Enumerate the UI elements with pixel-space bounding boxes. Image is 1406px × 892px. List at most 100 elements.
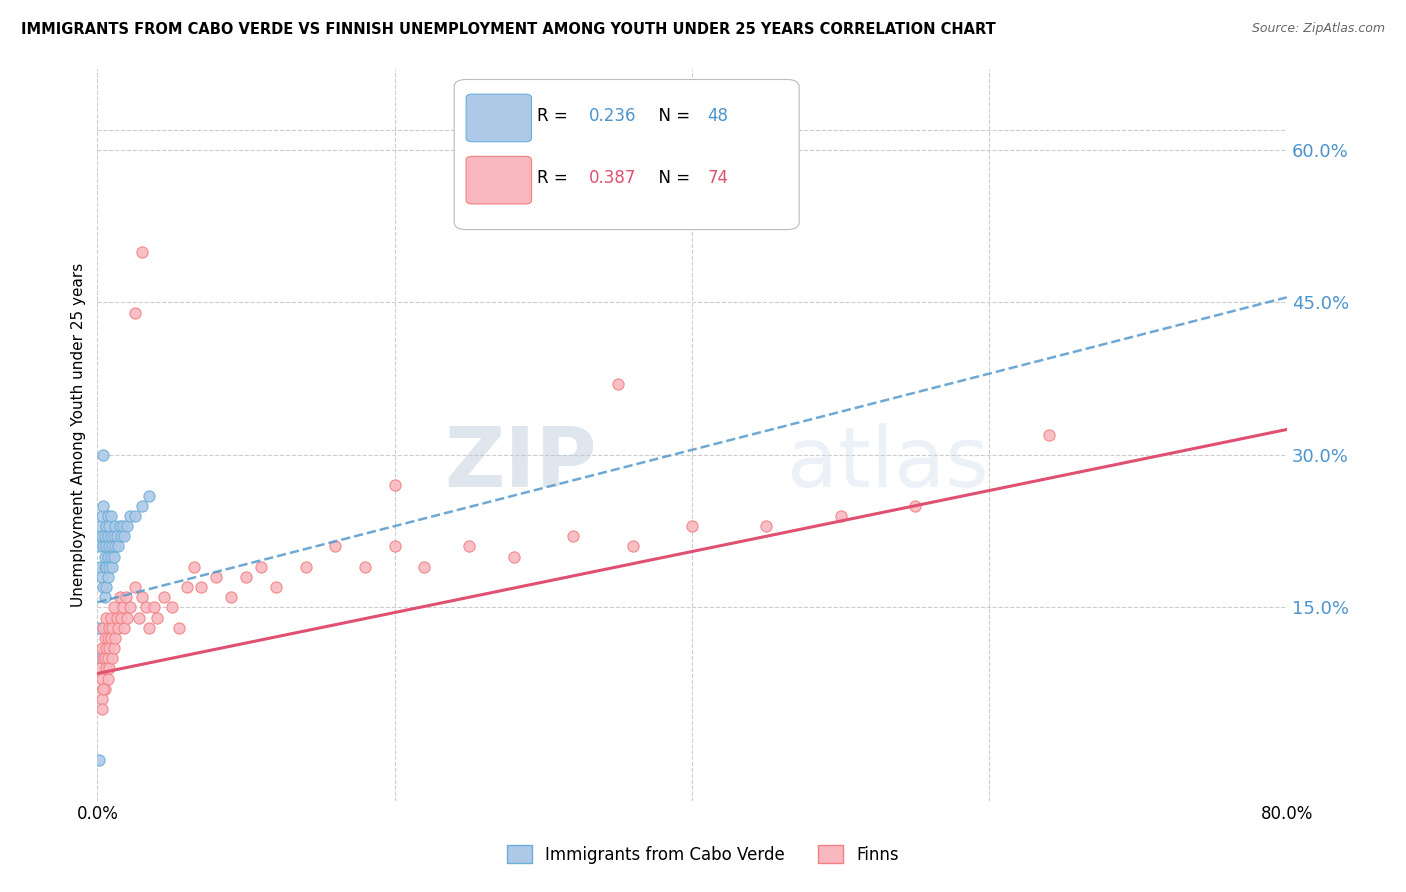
Point bbox=[502, 549, 524, 564]
Text: R =: R = bbox=[537, 107, 574, 125]
Point bbox=[91, 540, 114, 554]
Point bbox=[104, 519, 127, 533]
Point bbox=[97, 672, 120, 686]
Point bbox=[190, 580, 212, 594]
Point bbox=[98, 621, 121, 635]
Y-axis label: Unemployment Among Youth under 25 years: Unemployment Among Youth under 25 years bbox=[72, 262, 86, 607]
Point bbox=[606, 376, 628, 391]
Point bbox=[101, 559, 124, 574]
Point bbox=[100, 610, 122, 624]
Point bbox=[107, 540, 129, 554]
Point bbox=[94, 681, 117, 696]
Point bbox=[250, 559, 273, 574]
Point bbox=[384, 540, 406, 554]
Point bbox=[1038, 427, 1060, 442]
Point bbox=[94, 591, 117, 605]
Point bbox=[205, 570, 228, 584]
Point bbox=[124, 305, 146, 319]
Point bbox=[91, 681, 114, 696]
Point bbox=[621, 540, 644, 554]
Text: N =: N = bbox=[648, 169, 696, 187]
Point bbox=[107, 621, 129, 635]
Point bbox=[131, 244, 153, 259]
Point bbox=[100, 508, 122, 523]
Point bbox=[120, 600, 142, 615]
Point bbox=[90, 692, 112, 706]
Point bbox=[104, 540, 127, 554]
Point bbox=[458, 540, 481, 554]
Point bbox=[100, 549, 122, 564]
Point bbox=[91, 681, 114, 696]
Point bbox=[91, 499, 114, 513]
Point bbox=[97, 651, 120, 665]
Point bbox=[354, 559, 377, 574]
Point bbox=[413, 559, 436, 574]
Point bbox=[124, 508, 146, 523]
Point bbox=[90, 529, 112, 543]
Point bbox=[87, 621, 110, 635]
Point bbox=[97, 529, 120, 543]
Point bbox=[91, 651, 114, 665]
Point bbox=[384, 478, 406, 492]
Point bbox=[160, 600, 183, 615]
Point bbox=[94, 549, 117, 564]
Point bbox=[235, 570, 257, 584]
Point bbox=[323, 540, 346, 554]
Point bbox=[97, 508, 120, 523]
Point bbox=[131, 591, 153, 605]
Point bbox=[112, 621, 135, 635]
FancyBboxPatch shape bbox=[454, 79, 799, 229]
Point bbox=[183, 559, 205, 574]
Point bbox=[90, 702, 112, 716]
Point bbox=[135, 600, 157, 615]
Point bbox=[264, 580, 287, 594]
Point bbox=[294, 559, 316, 574]
Point bbox=[96, 580, 118, 594]
Point bbox=[103, 600, 125, 615]
Point bbox=[96, 559, 118, 574]
Point bbox=[97, 549, 120, 564]
Text: N =: N = bbox=[648, 107, 696, 125]
Point bbox=[98, 519, 121, 533]
Text: atlas: atlas bbox=[787, 424, 988, 504]
Point bbox=[830, 508, 852, 523]
Point bbox=[115, 519, 138, 533]
Point bbox=[103, 529, 125, 543]
Point bbox=[101, 621, 124, 635]
Text: 48: 48 bbox=[707, 107, 728, 125]
Point bbox=[89, 559, 111, 574]
Point bbox=[120, 508, 142, 523]
FancyBboxPatch shape bbox=[467, 156, 531, 204]
Point bbox=[114, 591, 136, 605]
Text: IMMIGRANTS FROM CABO VERDE VS FINNISH UNEMPLOYMENT AMONG YOUTH UNDER 25 YEARS CO: IMMIGRANTS FROM CABO VERDE VS FINNISH UN… bbox=[21, 22, 995, 37]
Point bbox=[89, 519, 111, 533]
Point bbox=[98, 661, 121, 675]
Point bbox=[111, 519, 134, 533]
Point bbox=[124, 580, 146, 594]
Point bbox=[104, 631, 127, 645]
Point bbox=[103, 641, 125, 656]
Point bbox=[138, 621, 160, 635]
Point bbox=[87, 540, 110, 554]
Point bbox=[91, 621, 114, 635]
Point bbox=[94, 559, 117, 574]
Point bbox=[96, 610, 118, 624]
Text: Source: ZipAtlas.com: Source: ZipAtlas.com bbox=[1251, 22, 1385, 36]
Text: 0.387: 0.387 bbox=[589, 169, 636, 187]
FancyBboxPatch shape bbox=[467, 95, 531, 142]
Point bbox=[128, 610, 150, 624]
Point bbox=[110, 610, 132, 624]
Point bbox=[94, 651, 117, 665]
Text: R =: R = bbox=[537, 169, 574, 187]
Text: ZIP: ZIP bbox=[444, 424, 598, 504]
Point bbox=[142, 600, 165, 615]
Point bbox=[94, 631, 117, 645]
Point bbox=[87, 753, 110, 767]
Point bbox=[219, 591, 242, 605]
Point bbox=[755, 519, 778, 533]
Point bbox=[97, 631, 120, 645]
Point bbox=[904, 499, 927, 513]
Point bbox=[146, 610, 169, 624]
Point bbox=[131, 499, 153, 513]
Point bbox=[562, 529, 585, 543]
